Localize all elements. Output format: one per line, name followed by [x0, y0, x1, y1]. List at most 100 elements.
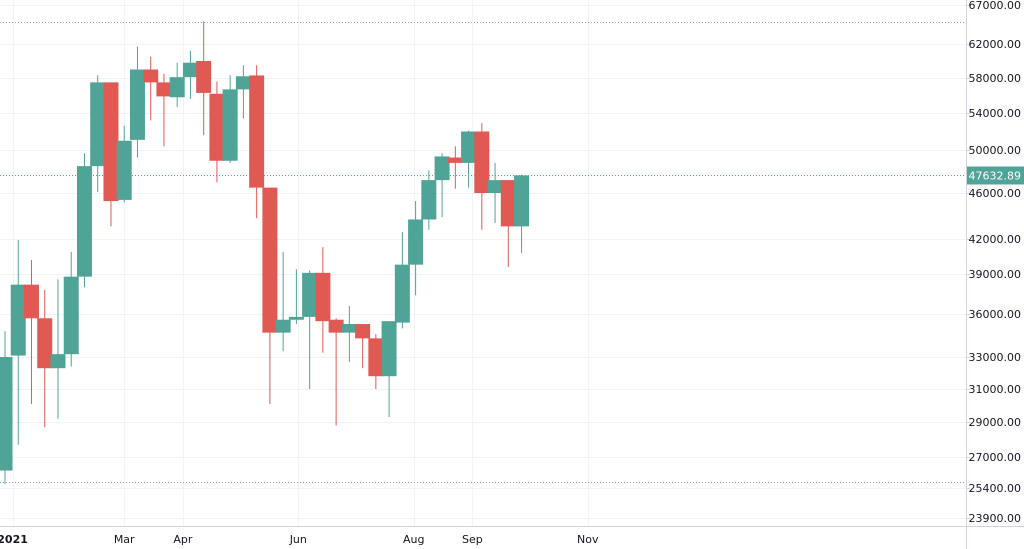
time-tick-label: Jun — [289, 533, 307, 546]
candle-body — [408, 219, 424, 265]
candle-body — [182, 62, 198, 78]
candle — [76, 153, 92, 288]
candle-body — [514, 175, 530, 227]
candle — [514, 174, 530, 253]
last-price-badge — [967, 166, 1024, 185]
candle-body — [275, 319, 291, 333]
candle-body — [500, 180, 516, 227]
candle-body — [156, 82, 172, 97]
candle — [23, 260, 39, 404]
price-tick-label: 54000.00 — [969, 107, 1022, 120]
candle-body — [169, 77, 185, 98]
candle-body — [10, 284, 26, 356]
last-price-label: 47632.89 — [967, 166, 1024, 185]
candle — [394, 232, 410, 329]
candle-body — [355, 324, 371, 339]
candle — [37, 290, 53, 428]
candle-body — [381, 321, 397, 377]
candle-body — [116, 140, 132, 200]
candle — [288, 269, 304, 325]
candle-body — [0, 357, 13, 471]
candle-body — [434, 156, 450, 181]
price-tick-label: 46000.00 — [969, 187, 1022, 200]
price-tick-label: 25400.00 — [969, 482, 1022, 495]
candles — [0, 21, 530, 485]
candle — [143, 56, 159, 121]
time-tick-label: Aug — [403, 533, 424, 546]
price-tick-label: 23900.00 — [969, 512, 1022, 525]
candle — [315, 247, 331, 353]
candle — [500, 180, 516, 267]
time-tick-label: Nov — [577, 533, 599, 546]
candle — [249, 65, 265, 219]
candle — [328, 318, 344, 426]
candle-body — [50, 354, 66, 369]
candle — [156, 73, 172, 147]
candle — [381, 321, 397, 418]
candle — [90, 75, 106, 192]
price-axis[interactable]: 67000.00 62000.00 58000.00 54000.00 50000.00… — [966, 0, 1021, 525]
candle-body — [368, 338, 384, 377]
candle-body — [421, 180, 437, 220]
candle-body — [63, 276, 79, 355]
price-tick-label: 33000.00 — [969, 351, 1022, 364]
candle — [302, 270, 318, 389]
candle — [0, 331, 13, 485]
price-tick-label: 36000.00 — [969, 308, 1022, 321]
price-tick-label: 31000.00 — [969, 383, 1022, 396]
candle — [262, 187, 278, 404]
price-tick-label: 27000.00 — [969, 451, 1022, 464]
candle — [408, 201, 424, 296]
candle — [182, 50, 198, 99]
candle — [421, 170, 437, 230]
candle-body — [447, 157, 463, 163]
candle — [434, 153, 450, 218]
candle-body — [341, 324, 357, 333]
candle — [103, 82, 119, 227]
candle — [116, 125, 132, 203]
price-tick-label: 42000.00 — [969, 233, 1022, 246]
time-tick-label: Sep — [462, 533, 483, 546]
candle — [355, 324, 371, 369]
candle-body — [23, 284, 39, 319]
candle — [368, 334, 384, 389]
candle — [235, 65, 251, 119]
candle — [447, 146, 463, 189]
price-tick-label: 50000.00 — [969, 144, 1022, 157]
candle-body — [249, 75, 265, 188]
candle — [10, 240, 26, 445]
candle-body — [315, 272, 331, 322]
candle-body — [37, 318, 53, 369]
candle — [63, 251, 79, 367]
candle-body — [394, 264, 410, 323]
price-tick-label: 29000.00 — [969, 416, 1022, 429]
candle-body — [222, 89, 238, 161]
candle-body — [143, 69, 159, 83]
candle-body — [461, 131, 477, 163]
candle — [209, 81, 225, 183]
candle — [341, 306, 357, 362]
candle — [222, 75, 238, 163]
time-tick-label: 2021 — [0, 533, 28, 546]
candle-body — [129, 69, 145, 140]
candle-body — [90, 82, 106, 167]
candle-body — [262, 187, 278, 333]
candle-body — [209, 93, 225, 161]
candle-body — [302, 272, 318, 317]
price-tick-label: 67000.00 — [969, 0, 1022, 12]
candle — [196, 21, 212, 136]
candle-body — [235, 76, 251, 90]
candle-body — [487, 180, 503, 193]
last-price-text: 47632.89 — [969, 170, 1022, 183]
candle — [474, 123, 490, 230]
candle — [129, 46, 145, 158]
candle — [169, 62, 185, 107]
candle — [50, 279, 66, 419]
candle-body — [196, 61, 212, 93]
price-tick-label: 39000.00 — [969, 268, 1022, 281]
grid-lines — [0, 0, 966, 526]
candle — [487, 162, 503, 223]
candle-body — [76, 166, 92, 277]
time-axis[interactable]: 2021 Mar Apr Jun Aug Sep Nov — [0, 533, 599, 546]
